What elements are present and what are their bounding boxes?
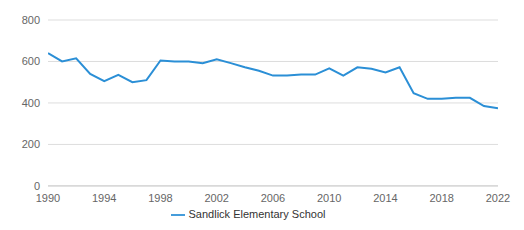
svg-text:1990: 1990 [36, 192, 60, 204]
svg-text:400: 400 [22, 97, 40, 109]
svg-text:800: 800 [22, 14, 40, 26]
svg-text:1994: 1994 [92, 192, 116, 204]
svg-text:200: 200 [22, 138, 40, 150]
svg-text:2022: 2022 [486, 192, 510, 204]
svg-text:2018: 2018 [430, 192, 454, 204]
svg-text:600: 600 [22, 55, 40, 67]
svg-text:2002: 2002 [205, 192, 229, 204]
html-text:Sandlick Elementary School: Sandlick Elementary School [188, 207, 326, 220]
svg-text:2014: 2014 [373, 192, 397, 204]
svg-text:1998: 1998 [148, 192, 172, 204]
svg-text:2010: 2010 [317, 192, 341, 204]
svg-text:2006: 2006 [261, 192, 285, 204]
svg-text:0: 0 [34, 180, 40, 192]
